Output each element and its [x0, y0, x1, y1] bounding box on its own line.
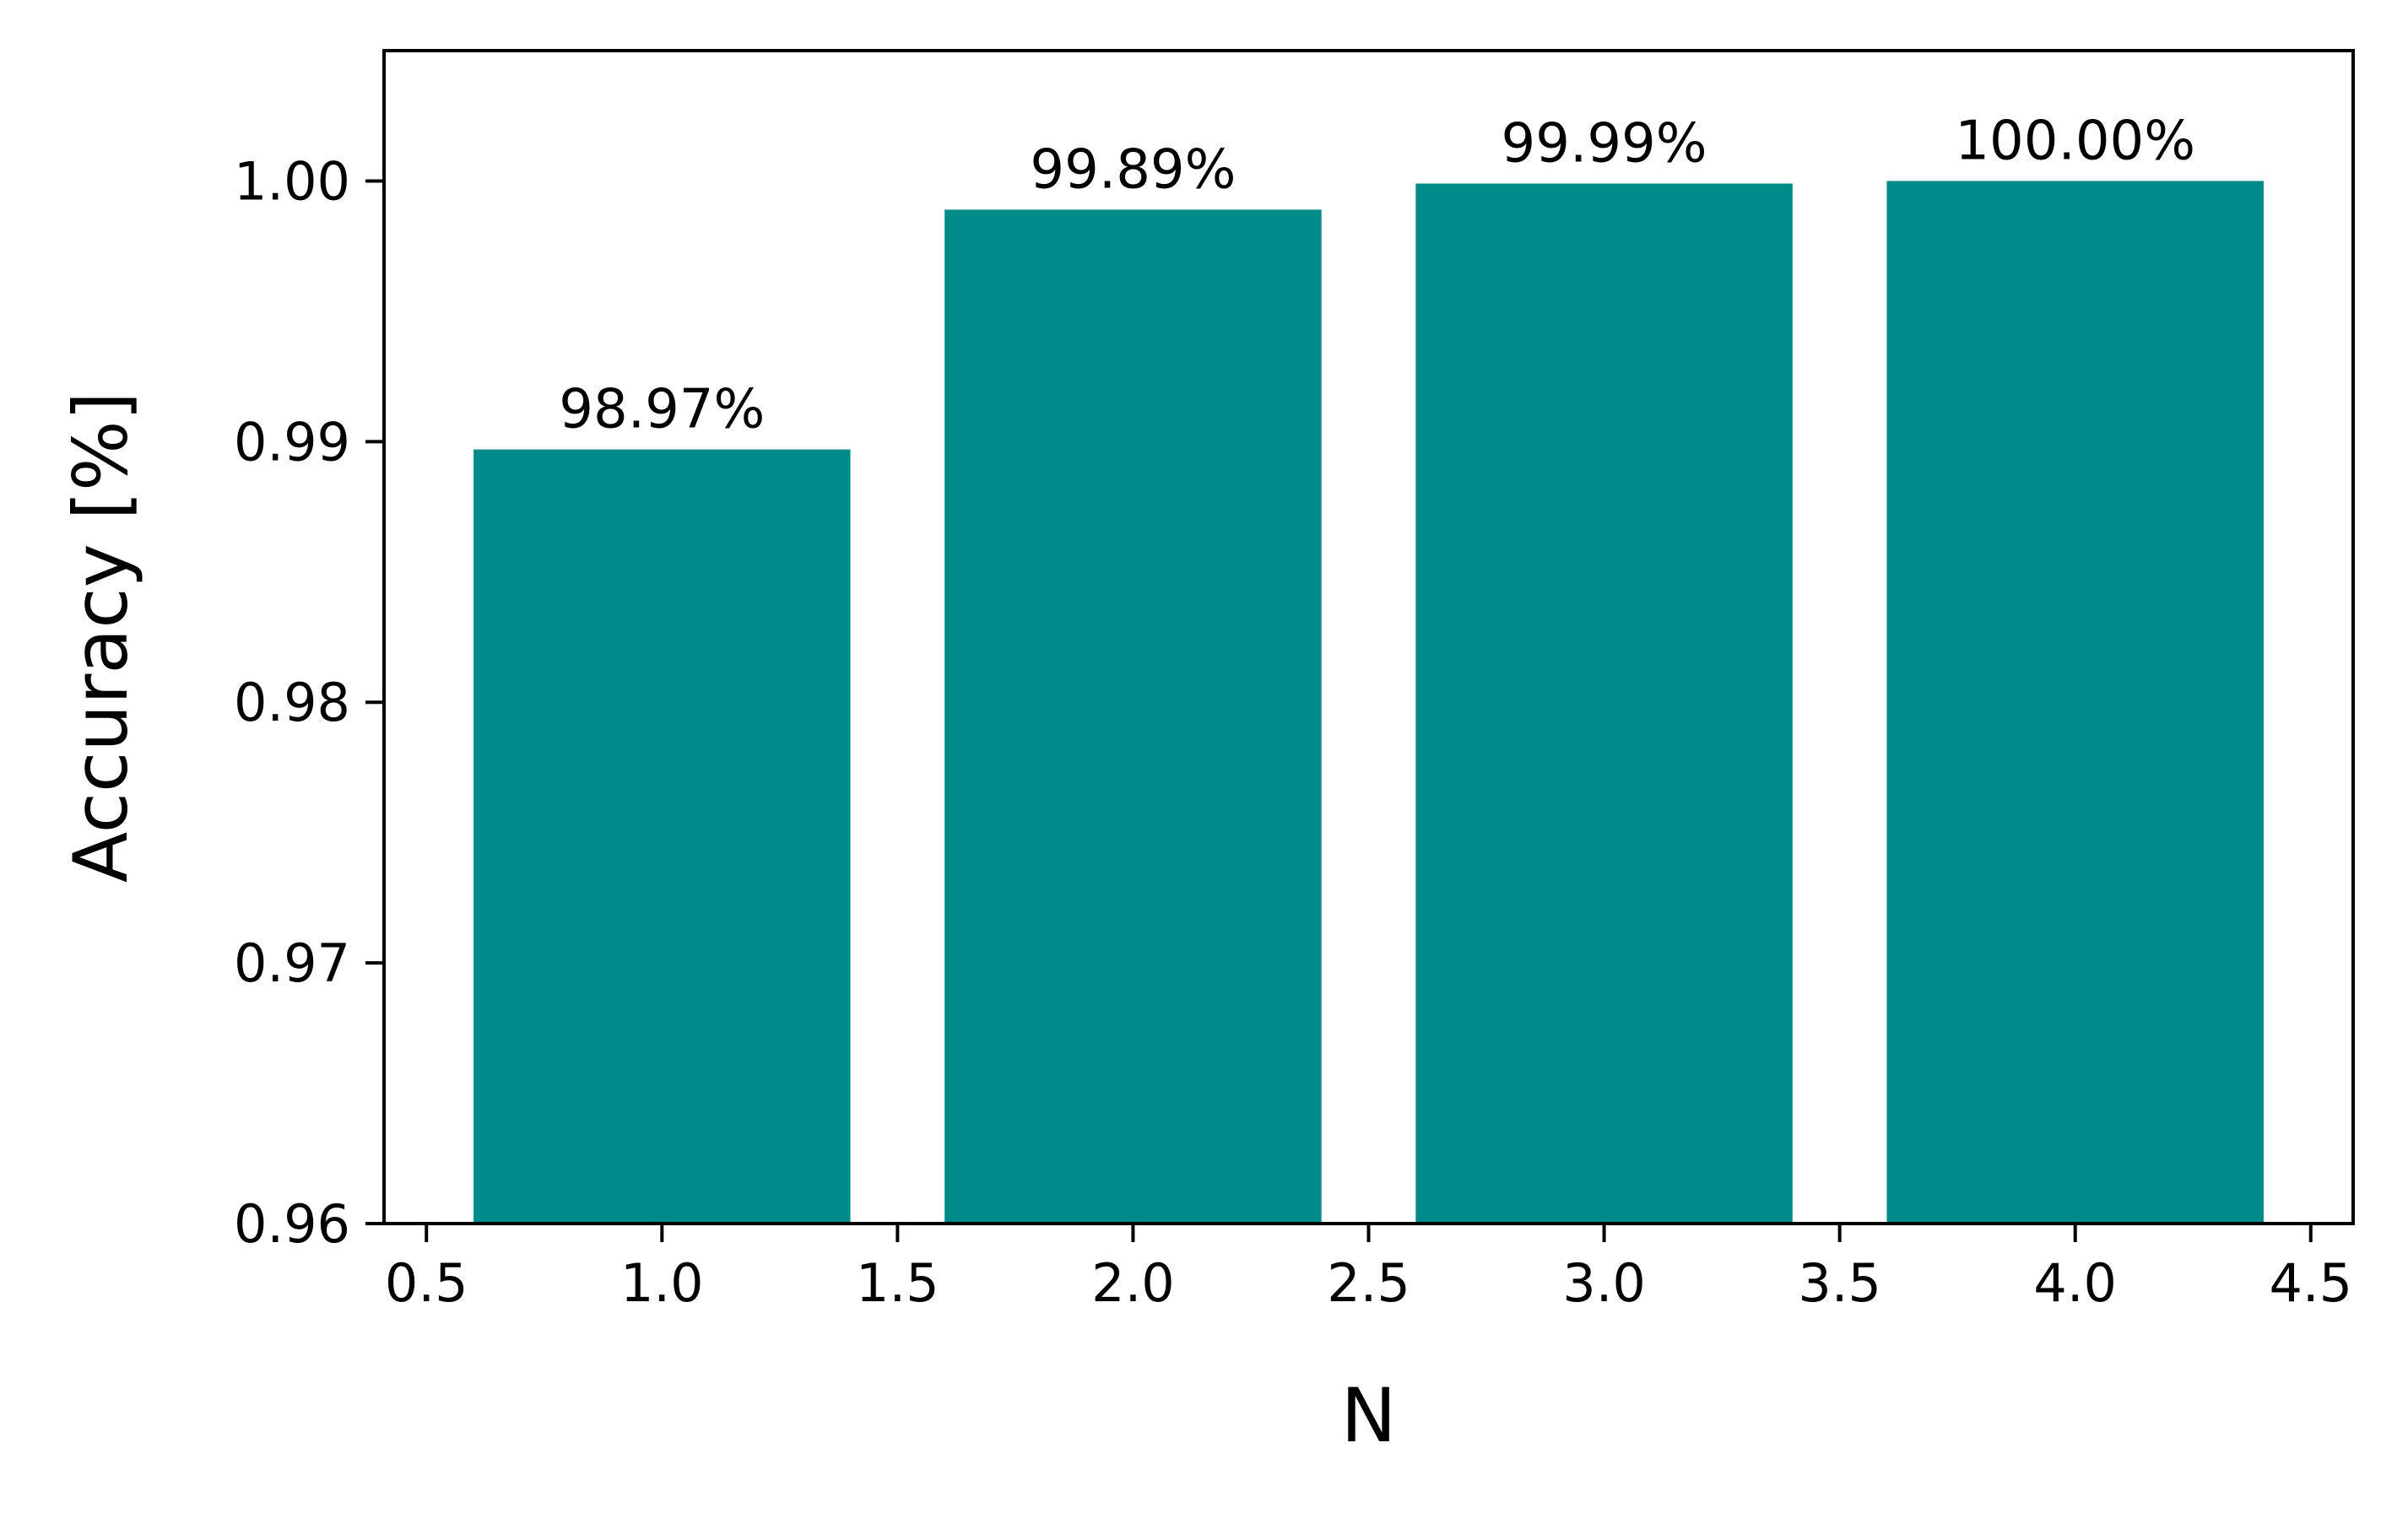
x-tick-label: 0.5 — [385, 1252, 468, 1314]
bar-n-4 — [1886, 181, 2264, 1224]
y-tick-label: 0.98 — [234, 672, 350, 733]
x-tick-label: 3.5 — [1798, 1252, 1881, 1314]
x-axis-ticks: 0.5 1.0 1.5 2.0 2.5 3.0 3.5 4.0 4.5 — [385, 1224, 2352, 1314]
bar-n-2 — [944, 209, 1322, 1224]
y-axis-title: Accuracy [%] — [57, 392, 144, 883]
y-tick-label: 0.99 — [234, 411, 350, 473]
bars-group — [473, 181, 2264, 1224]
y-tick-label: 1.00 — [234, 150, 350, 212]
y-tick-label: 0.97 — [234, 932, 350, 994]
x-tick-label: 1.5 — [856, 1252, 939, 1314]
y-axis-ticks: 0.96 0.97 0.98 0.99 1.00 — [234, 150, 384, 1255]
x-tick-label: 3.0 — [1562, 1252, 1646, 1314]
data-label-n-4: 100.00% — [1955, 110, 2195, 172]
x-tick-label: 1.0 — [620, 1252, 704, 1314]
data-labels-group: 98.97% 99.89% 99.99% 100.00% — [559, 110, 2195, 440]
data-label-n-2: 99.89% — [1030, 138, 1236, 201]
y-tick-label: 0.96 — [234, 1193, 350, 1255]
data-label-n-3: 99.99% — [1502, 113, 1707, 176]
x-tick-label: 2.5 — [1327, 1252, 1410, 1314]
x-tick-label: 4.5 — [2269, 1252, 2352, 1314]
x-tick-label: 2.0 — [1091, 1252, 1175, 1314]
bar-n-3 — [1415, 183, 1793, 1224]
x-axis-title: N — [1341, 1372, 1397, 1459]
bar-n-1 — [473, 449, 851, 1224]
data-label-n-1: 98.97% — [559, 379, 765, 441]
x-tick-label: 4.0 — [2033, 1252, 2117, 1314]
